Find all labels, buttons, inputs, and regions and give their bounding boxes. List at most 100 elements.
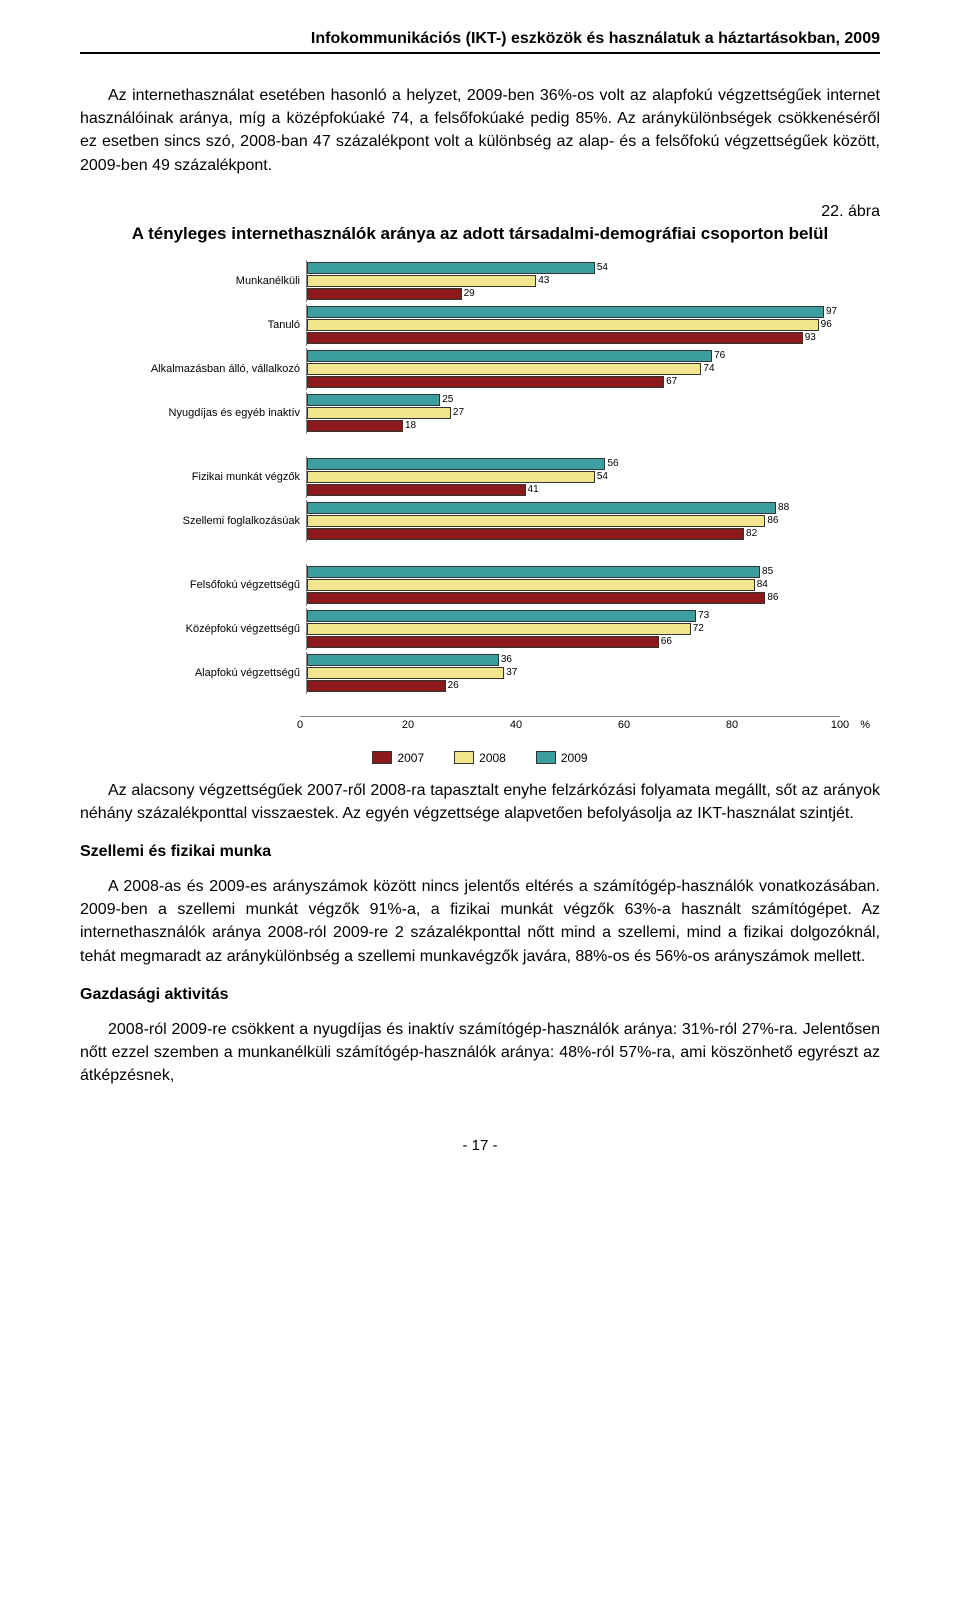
chart-category-row: Alkalmazásban álló, vállalkozó767467 (120, 348, 840, 390)
bar-value: 41 (528, 484, 539, 496)
page-header: Infokommunikációs (IKT-) eszközök és has… (80, 30, 880, 54)
paragraph-gazdasagi: 2008-ról 2009-re csökkent a nyugdíjas és… (80, 1018, 880, 1088)
category-bars: 363726 (306, 652, 840, 694)
bar-2009: 76 (307, 350, 712, 362)
page-number: - 17 - (80, 1137, 880, 1154)
category-label: Munkanélküli (120, 260, 306, 302)
bar-value: 26 (448, 680, 459, 692)
bar-value: 25 (442, 394, 453, 406)
bar-value: 76 (714, 350, 725, 362)
category-bars: 252718 (306, 392, 840, 434)
bar-value: 43 (538, 275, 549, 287)
chart-category-row: Felsőfokú végzettségű858486 (120, 564, 840, 606)
bar-value: 85 (762, 566, 773, 578)
axis-tick: 100 (831, 719, 849, 731)
chart-x-axis: % 020406080100 (300, 716, 840, 745)
bar-2009: 73 (307, 610, 696, 622)
bar-value: 88 (778, 502, 789, 514)
category-bars: 979693 (306, 304, 840, 346)
bar-value: 74 (703, 363, 714, 375)
bar-value: 37 (506, 667, 517, 679)
category-label: Szellemi foglalkozásúak (120, 500, 306, 542)
category-bars: 858486 (306, 564, 840, 606)
bar-value: 73 (698, 610, 709, 622)
category-label: Alkalmazásban álló, vállalkozó (120, 348, 306, 390)
figure-label: 22. ábra (80, 203, 880, 221)
section-heading-gazdasagi: Gazdasági aktivitás (80, 986, 880, 1004)
category-label: Tanuló (120, 304, 306, 346)
bar-2007: 18 (307, 420, 403, 432)
bar-value: 96 (821, 319, 832, 331)
legend-swatch (536, 751, 556, 764)
bar-2007: 67 (307, 376, 664, 388)
bar-2008: 86 (307, 515, 765, 527)
bar-value: 27 (453, 407, 464, 419)
axis-tick: 40 (510, 719, 522, 731)
bar-2009: 56 (307, 458, 605, 470)
bar-2008: 54 (307, 471, 595, 483)
bar-2008: 27 (307, 407, 451, 419)
chart-category-row: Szellemi foglalkozásúak888682 (120, 500, 840, 542)
bar-value: 56 (607, 458, 618, 470)
legend-label: 2007 (397, 751, 424, 765)
section-heading-szellemi: Szellemi és fizikai munka (80, 843, 880, 861)
bar-2008: 37 (307, 667, 504, 679)
bar-value: 72 (693, 623, 704, 635)
bar-2009: 97 (307, 306, 824, 318)
bar-2007: 66 (307, 636, 659, 648)
chart-group: Felsőfokú végzettségű858486Középfokú vég… (120, 564, 840, 694)
category-label: Felsőfokú végzettségű (120, 564, 306, 606)
axis-tick: 80 (726, 719, 738, 731)
legend-item-2009: 2009 (536, 751, 588, 765)
bar-value: 29 (464, 288, 475, 300)
chart-category-row: Fizikai munkát végzők565441 (120, 456, 840, 498)
legend-item-2008: 2008 (454, 751, 506, 765)
chart-group: Fizikai munkát végzők565441Szellemi fogl… (120, 456, 840, 542)
bar-2008: 96 (307, 319, 819, 331)
bar-value: 84 (757, 579, 768, 591)
bar-2009: 54 (307, 262, 595, 274)
category-bars: 888682 (306, 500, 840, 542)
bar-2008: 72 (307, 623, 691, 635)
chart-group: Munkanélküli544329Tanuló979693Alkalmazás… (120, 260, 840, 434)
legend-swatch (454, 751, 474, 764)
bar-2009: 25 (307, 394, 440, 406)
bar-2007: 93 (307, 332, 803, 344)
bar-value: 86 (767, 592, 778, 604)
chart-category-row: Alapfokú végzettségű363726 (120, 652, 840, 694)
bar-2008: 43 (307, 275, 536, 287)
legend-label: 2009 (561, 751, 588, 765)
category-bars: 544329 (306, 260, 840, 302)
bar-value: 36 (501, 654, 512, 666)
bar-2007: 29 (307, 288, 462, 300)
chart-title: A tényleges internethasználók aránya az … (80, 223, 880, 246)
paragraph-analysis: Az alacsony végzettségűek 2007-ről 2008-… (80, 779, 880, 825)
legend-item-2007: 2007 (372, 751, 424, 765)
bar-value: 66 (661, 636, 672, 648)
bar-2009: 88 (307, 502, 776, 514)
bar-value: 18 (405, 420, 416, 432)
paragraph-szellemi: A 2008-as és 2009-es arányszámok között … (80, 875, 880, 968)
paragraph-intro: Az internethasználat esetében hasonló a … (80, 84, 880, 177)
bar-2007: 86 (307, 592, 765, 604)
category-label: Fizikai munkát végzők (120, 456, 306, 498)
category-bars: 767467 (306, 348, 840, 390)
chart-category-row: Középfokú végzettségű737266 (120, 608, 840, 650)
bar-value: 67 (666, 376, 677, 388)
bar-value: 93 (805, 332, 816, 344)
bar-value: 54 (597, 471, 608, 483)
bar-2007: 26 (307, 680, 446, 692)
axis-unit: % (860, 719, 870, 731)
axis-tick: 20 (402, 719, 414, 731)
bar-2008: 74 (307, 363, 701, 375)
category-label: Középfokú végzettségű (120, 608, 306, 650)
axis-tick: 0 (297, 719, 303, 731)
bar-2007: 41 (307, 484, 526, 496)
bar-value: 97 (826, 306, 837, 318)
bar-value: 82 (746, 528, 757, 540)
category-label: Nyugdíjas és egyéb inaktív (120, 392, 306, 434)
bar-2009: 36 (307, 654, 499, 666)
category-bars: 737266 (306, 608, 840, 650)
legend-label: 2008 (479, 751, 506, 765)
category-label: Alapfokú végzettségű (120, 652, 306, 694)
